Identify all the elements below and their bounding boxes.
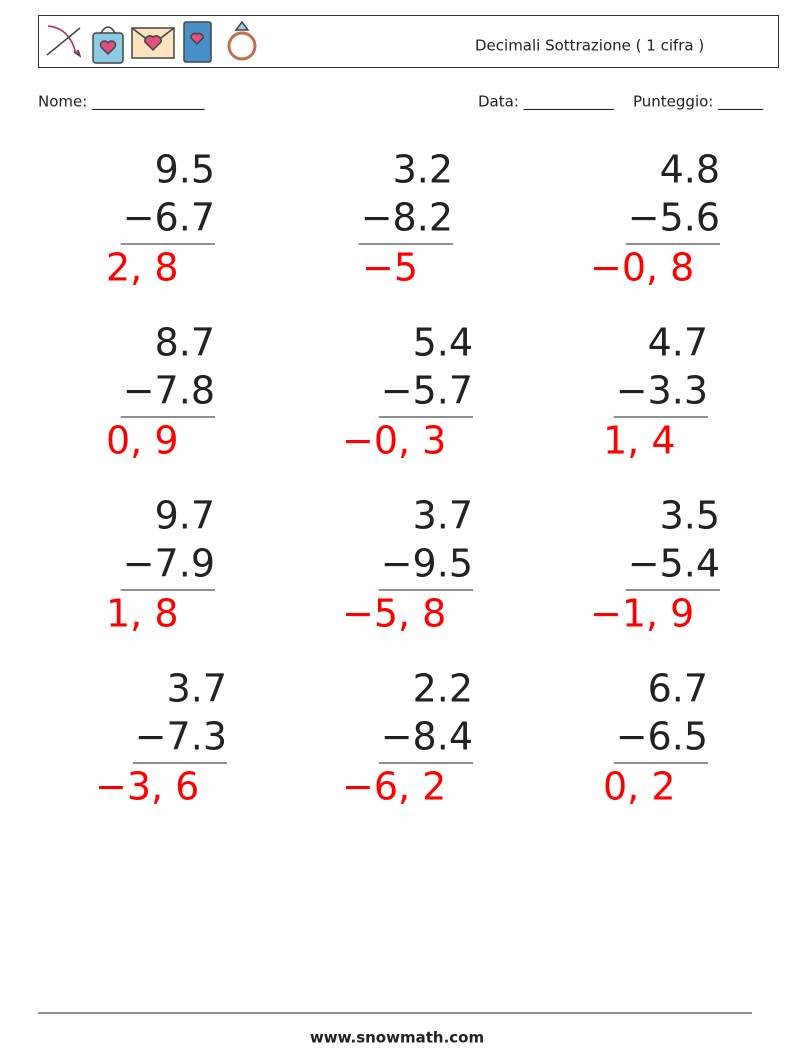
- subtrahend: −6.7: [123, 196, 215, 240]
- score-field: Punteggio: ______: [633, 93, 764, 112]
- answer: 0, 2: [603, 765, 676, 809]
- answer: −0, 8: [590, 246, 694, 290]
- answer: −6, 2: [342, 765, 446, 809]
- subtrahend: −9.5: [381, 542, 473, 586]
- minuend: 3.2: [393, 148, 453, 192]
- minuend: 9.7: [155, 494, 215, 538]
- minuend: 6.7: [648, 667, 708, 711]
- title: Decimali Sottrazione ( 1 cifra ): [475, 37, 704, 55]
- minuend: 5.4: [413, 321, 473, 365]
- answer: −0, 3: [342, 419, 446, 463]
- answer: −3, 6: [95, 765, 199, 809]
- minuend: 3.5: [660, 494, 720, 538]
- subtrahend: −5.4: [628, 542, 720, 586]
- minuend: 4.8: [660, 148, 720, 192]
- answer: −5: [362, 246, 418, 290]
- answer: −5, 8: [342, 592, 446, 636]
- answer: 1, 4: [603, 419, 676, 463]
- problems: 9.5−6.7 2, 8 3.2−8.2 −5 4.8−5.6 −0, 8 8.7−7.8 0…: [95, 148, 720, 809]
- minuend: 3.7: [413, 494, 473, 538]
- minuend: 3.7: [167, 667, 227, 711]
- answer: 1, 8: [106, 592, 179, 636]
- subtrahend: −3.3: [616, 369, 708, 413]
- subtrahend: −7.9: [123, 542, 215, 586]
- date-field: Data: ____________: [478, 93, 614, 112]
- subtrahend: −5.6: [628, 196, 720, 240]
- subtrahend: −5.7: [381, 369, 473, 413]
- name-field: Nome: _______________: [38, 93, 205, 112]
- header-box: [38, 15, 779, 68]
- subtrahend: −8.4: [381, 715, 473, 759]
- answer: 0, 9: [106, 419, 179, 463]
- subtrahend: −6.5: [616, 715, 708, 759]
- subtrahend: −8.2: [361, 196, 453, 240]
- minuend: 4.7: [648, 321, 708, 365]
- subtrahend: −7.8: [123, 369, 215, 413]
- minuend: 8.7: [155, 321, 215, 365]
- answer: −1, 9: [590, 592, 694, 636]
- subtrahend: −7.3: [135, 715, 227, 759]
- icons: [46, 20, 257, 64]
- footer: www.snowmath.com: [310, 1029, 484, 1047]
- answer: 2, 8: [106, 246, 179, 290]
- minuend: 9.5: [155, 148, 215, 192]
- minuend: 2.2: [413, 667, 473, 711]
